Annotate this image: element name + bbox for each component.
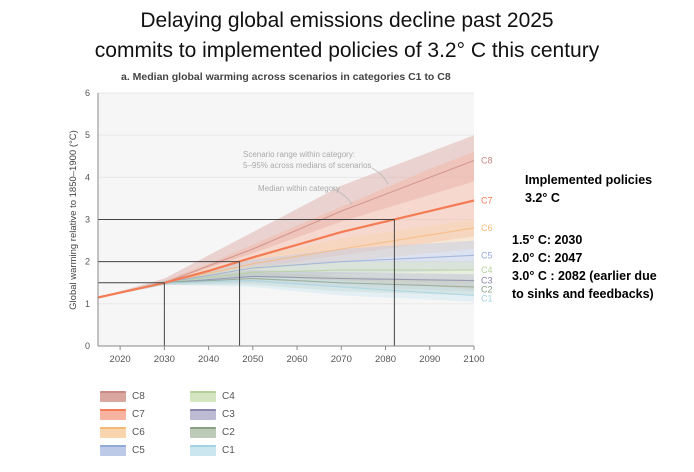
x-tick-label: 2080 — [375, 354, 396, 365]
y-axis-label: Global warming relative to 1850–1900 (°C… — [68, 130, 79, 310]
x-tick-label: 2090 — [419, 354, 440, 365]
legend-label: C2 — [222, 426, 235, 438]
end-label-c8: C8 — [481, 155, 493, 165]
band-c7 — [98, 152, 474, 298]
chart-legend: C8 C7 C6 C5 C4 C3 C2 C1 — [100, 390, 300, 462]
legend-swatch — [190, 408, 216, 420]
legend-swatch — [190, 426, 216, 438]
threshold-3-0: 3.0° C : 2082 (earlier due — [512, 269, 657, 283]
band-c5 — [98, 240, 474, 298]
y-tick-label: 0 — [85, 341, 90, 351]
range-annotation-leader — [371, 167, 389, 185]
y-tick-label: 2 — [85, 257, 90, 267]
band-c3 — [98, 270, 474, 298]
legend-item-c2: C2 — [190, 426, 235, 438]
legend-item-c6: C6 — [100, 426, 145, 438]
median-annotation-leader — [331, 187, 353, 206]
axes: 0 1 2 3 4 5 6 2020 2030 2040 2050 2060 2070 2080 2090 2… — [85, 88, 485, 365]
end-label-c2: C2 — [481, 285, 493, 295]
implemented-policies-value: 3.2° C — [525, 191, 560, 205]
median-annotation: Median within category — [258, 184, 340, 193]
threshold-callouts: 1.5° C: 2030 2.0° C: 2047 3.0° C : 2082 … — [512, 231, 657, 303]
median-line-c7 — [97, 199, 475, 299]
legend-swatch — [100, 390, 126, 402]
band-c8 — [98, 135, 474, 298]
end-label-c7: C7 — [481, 196, 493, 206]
threshold-guides — [98, 219, 395, 346]
y-tick-label: 6 — [85, 88, 90, 98]
end-label-c3: C3 — [481, 276, 493, 286]
slide-title-line-1: Delaying global emissions decline past 2… — [140, 9, 554, 32]
legend-swatch — [100, 408, 126, 420]
end-label-c1: C1 — [481, 294, 493, 304]
legend-swatch — [100, 444, 126, 456]
y-tick-label: 3 — [85, 215, 90, 225]
range-annotation-line-2: 5–95% across medians of scenarios — [243, 161, 372, 170]
legend-item-c4: C4 — [190, 390, 235, 402]
end-label-c5: C5 — [481, 250, 493, 260]
median-lines — [97, 159, 475, 299]
y-tick-label: 4 — [85, 172, 90, 182]
end-label-c6: C6 — [481, 223, 493, 233]
legend-label: C4 — [222, 390, 235, 402]
implemented-policies-callout: Implemented policies 3.2° C — [525, 171, 652, 207]
legend-label: C7 — [132, 408, 145, 420]
legend-label: C8 — [132, 390, 145, 402]
legend-item-c8: C8 — [100, 390, 145, 402]
legend-swatch — [100, 426, 126, 438]
band-c1 — [98, 276, 474, 302]
slide-title: Delaying global emissions decline past 2… — [0, 6, 694, 66]
legend-item-c7: C7 — [100, 408, 145, 420]
legend-swatch — [190, 444, 216, 456]
x-tick-label: 2070 — [331, 354, 352, 365]
threshold-3-0-note: to sinks and feedbacks) — [512, 287, 654, 301]
legend-label: C3 — [222, 408, 235, 420]
implemented-policies-label: Implemented policies — [525, 173, 653, 187]
x-tick-label: 2100 — [463, 354, 484, 365]
legend-item-c5: C5 — [100, 444, 145, 456]
threshold-1-5: 1.5° C: 2030 — [512, 233, 583, 247]
range-annotation-line-1: Scenario range within category: — [243, 150, 355, 159]
x-tick-label: 2040 — [198, 354, 219, 365]
legend-label: C6 — [132, 426, 145, 438]
chart-title: a. Median global warming across scenario… — [121, 71, 451, 83]
legend-label: C5 — [132, 444, 145, 456]
threshold-2-0: 2.0° C: 2047 — [512, 251, 583, 265]
legend-item-c1: C1 — [190, 444, 235, 456]
y-tick-label: 5 — [85, 130, 90, 140]
x-tick-label: 2050 — [242, 354, 263, 365]
legend-label: C1 — [222, 444, 235, 456]
x-tick-label: 2060 — [286, 354, 307, 365]
end-label-c4: C4 — [481, 265, 493, 275]
y-tick-label: 1 — [85, 299, 90, 309]
legend-swatch — [190, 390, 216, 402]
chart-annotations: Scenario range within category: 5–95% ac… — [243, 150, 389, 206]
x-tick-label: 2030 — [154, 354, 175, 365]
slide-title-line-2: commits to implemented policies of 3.2° … — [94, 39, 600, 62]
legend-item-c3: C3 — [190, 408, 235, 420]
x-tick-label: 2020 — [110, 354, 131, 365]
